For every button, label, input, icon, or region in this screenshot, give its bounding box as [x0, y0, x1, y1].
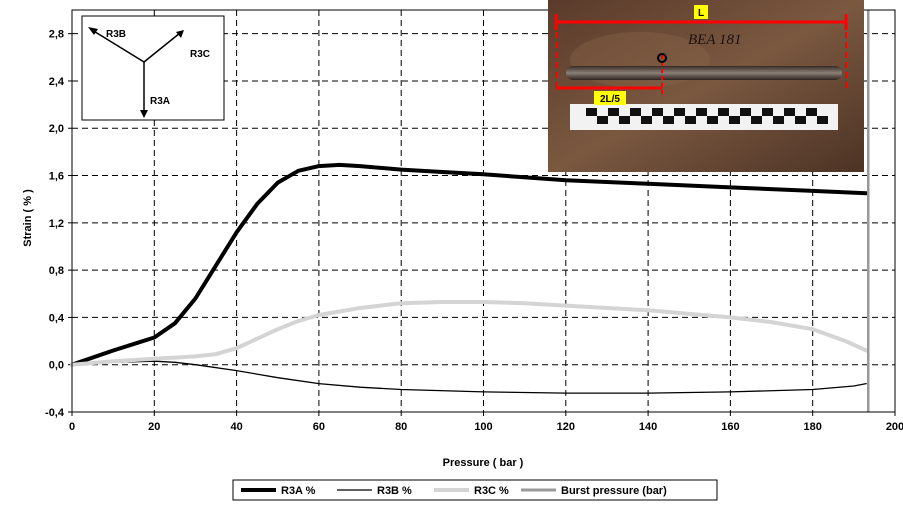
2l5-label: 2L/5 — [600, 94, 620, 105]
ruler-square — [685, 116, 696, 124]
ruler-square — [773, 116, 784, 124]
inset-frame — [81, 15, 225, 121]
ruler-square — [817, 116, 828, 124]
r3c-arrow — [143, 32, 181, 63]
r3b-arrowhead — [88, 27, 98, 35]
ruler-square — [740, 108, 751, 116]
tube-image — [566, 66, 842, 80]
series-line-3 — [70, 300, 869, 367]
ruler-square — [641, 116, 652, 124]
ruler-square — [608, 108, 619, 116]
ruler-square — [806, 108, 817, 116]
ruler-square — [696, 108, 707, 116]
legend-label-burst: Burst pressure (bar) — [561, 485, 667, 497]
x-tick-label: 60 — [313, 421, 325, 433]
ruler-square — [663, 116, 674, 124]
r3b-arrow — [91, 29, 145, 63]
l-label-box — [694, 5, 708, 19]
ruler-square — [674, 108, 685, 116]
ruler-square — [652, 108, 663, 116]
series-lines — [70, 10, 870, 412]
photo-background — [548, 0, 864, 172]
x-tick-label: 40 — [230, 421, 242, 433]
y-tick-label: 2,4 — [49, 76, 65, 88]
ruler-checker-pattern — [586, 108, 828, 124]
y-tick-label: 1,2 — [49, 218, 64, 230]
rosette-inset: R3B R3C R3A — [81, 15, 225, 121]
r3c-label: R3C — [190, 49, 210, 60]
x-tick-label: 0 — [69, 421, 75, 433]
legend-label-r3b: R3B % — [377, 485, 412, 497]
r3c-arrowhead — [176, 30, 184, 38]
strain-gauge-marker — [657, 53, 667, 63]
x-tick-label: 120 — [557, 421, 575, 433]
ruler-square — [619, 116, 630, 124]
y-tick-label: 0,0 — [49, 360, 64, 372]
ruler-square — [586, 108, 597, 116]
y-tick-label: 2,8 — [49, 29, 64, 41]
tube-engraving: BEA 181 — [688, 32, 741, 48]
ruler-square — [718, 108, 729, 116]
tick-labels: 0 20 40 60 80 100 120 140 160 180 200 -0,4 0,0 0,4 0,8… — [45, 29, 903, 433]
legend-label-r3a: R3A % — [281, 485, 316, 497]
plot-frame — [71, 9, 896, 413]
ruler-square — [597, 116, 608, 124]
y-tick-label: -0,4 — [45, 407, 65, 419]
ruler-square — [784, 108, 795, 116]
ruler-square — [762, 108, 773, 116]
legend: R3A % R3B % R3C % Burst pressure (bar) — [232, 479, 718, 501]
legend-box — [232, 479, 718, 501]
y-tick-label: 0,8 — [49, 265, 64, 277]
ruler-square — [729, 116, 740, 124]
ruler-square — [630, 108, 641, 116]
series-line-1 — [70, 162, 869, 367]
l-label: L — [698, 8, 704, 19]
x-tick-label: 80 — [395, 421, 407, 433]
series-line-2 — [71, 360, 867, 394]
legend-label-r3c: R3C % — [474, 485, 509, 497]
y-axis-label: Strain ( % ) — [22, 189, 34, 247]
2l5-label-box — [594, 91, 626, 105]
x-tick-label: 20 — [148, 421, 160, 433]
r3a-arrowhead — [140, 110, 148, 118]
x-tick-label: 100 — [474, 421, 492, 433]
x-tick-label: 200 — [886, 421, 903, 433]
x-tick-label: 180 — [804, 421, 822, 433]
x-axis-label: Pressure ( bar ) — [443, 457, 524, 469]
tube-photo: BEA 181 L 2L/5 — [548, 0, 864, 172]
x-tick-label: 160 — [721, 421, 739, 433]
y-tick-label: 0,4 — [49, 312, 65, 324]
y-tick-label: 1,6 — [49, 171, 64, 183]
ruler-square — [795, 116, 806, 124]
r3a-label: R3A — [150, 96, 170, 107]
ruler-square — [751, 116, 762, 124]
ruler-square — [707, 116, 718, 124]
x-tick-label: 140 — [639, 421, 657, 433]
r3b-label: R3B — [106, 29, 126, 40]
y-tick-label: 2,0 — [49, 123, 64, 135]
